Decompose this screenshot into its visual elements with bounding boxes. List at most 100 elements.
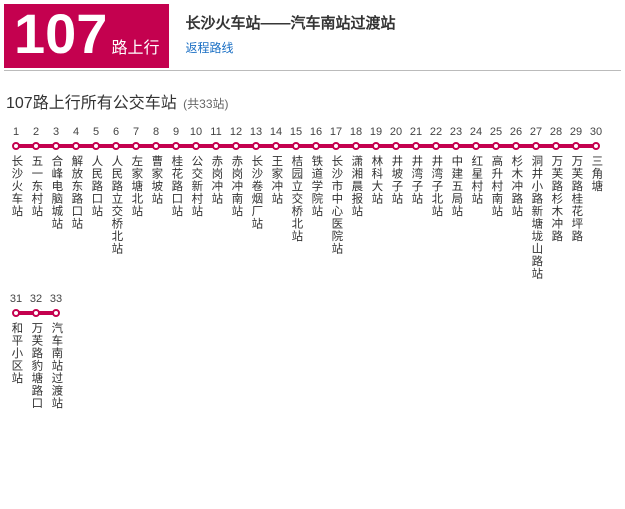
stop-name[interactable]: 汽车南站过渡站 (50, 322, 63, 410)
stop-number: 26 (510, 125, 522, 139)
stop-number: 10 (190, 125, 202, 139)
stops-row: 31 和平小区站 32 万芙路豹塘路口 33 汽车南站过渡站 (6, 292, 619, 410)
stop-name[interactable]: 和平小区站 (10, 322, 23, 385)
stop-col: 21井湾子站 (406, 125, 426, 205)
stops-row: 1长沙火车站2五一东村站3合峰电脑城站4解放东路口站5人民路口站6人民路立交桥北… (6, 125, 619, 280)
stop-name[interactable]: 杉木冲路站 (510, 155, 523, 218)
header: 107 路上行 长沙火车站——汽车南站过渡站 返程路线 (4, 4, 621, 71)
stop-number: 18 (350, 125, 362, 139)
track-segment (286, 141, 306, 151)
stop-col: 20 井坡子站 (386, 125, 406, 205)
stop-node (172, 142, 180, 150)
stop-name[interactable]: 赤岗冲站 (210, 155, 223, 205)
stop-name[interactable]: 桔园立交桥北站 (290, 155, 303, 243)
stop-col: 22 井湾子北站 (426, 125, 446, 218)
stop-name[interactable]: 林科大站 (370, 155, 383, 205)
stop-name[interactable]: 解放东路口站 (70, 155, 83, 230)
stop-col: 4 解放东路口站 (66, 125, 86, 230)
track-segment (346, 141, 366, 151)
stop-node (412, 142, 420, 150)
stop-name[interactable]: 红星村站 (470, 155, 483, 205)
stop-node (272, 142, 280, 150)
stop-name[interactable]: 王家冲站 (270, 155, 283, 205)
track-segment (366, 141, 386, 151)
stop-name[interactable]: 潇湘晨报站 (350, 155, 363, 218)
route-badge: 107 路上行 (4, 4, 169, 68)
stop-col: 32 万芙路豹塘路口 (26, 292, 46, 410)
stop-name[interactable]: 人民路口站 (90, 155, 103, 218)
stop-col: 5人民路口站 (86, 125, 106, 218)
stop-name[interactable]: 长沙火车站 (10, 155, 23, 218)
stop-number: 23 (450, 125, 462, 139)
stop-name[interactable]: 桂花路口站 (170, 155, 183, 218)
stop-col: 29万芙路桂花坪路 (566, 125, 586, 243)
stop-node (12, 309, 20, 317)
stop-number: 27 (530, 125, 542, 139)
stop-number: 17 (330, 125, 342, 139)
stop-node (52, 309, 60, 317)
stop-node (372, 142, 380, 150)
return-route-link[interactable]: 返程路线 (185, 41, 233, 55)
stop-number: 22 (430, 125, 442, 139)
stop-number: 12 (230, 125, 242, 139)
stop-number: 33 (50, 292, 62, 306)
stop-name[interactable]: 长沙市中心医院站 (330, 155, 343, 255)
stop-number: 15 (290, 125, 302, 139)
stop-number: 20 (390, 125, 402, 139)
stop-number: 32 (30, 292, 42, 306)
stop-name[interactable]: 曹家坡站 (150, 155, 163, 205)
stop-name[interactable]: 井湾子北站 (430, 155, 443, 218)
stop-col: 6人民路立交桥北站 (106, 125, 126, 255)
stop-name[interactable]: 高升村南站 (490, 155, 503, 218)
stop-node (12, 142, 20, 150)
stop-node (432, 142, 440, 150)
stop-number: 11 (210, 125, 221, 139)
stop-col: 3合峰电脑城站 (46, 125, 66, 230)
stop-node (592, 142, 600, 150)
stop-col: 11 赤岗冲站 (206, 125, 226, 205)
stop-name[interactable]: 井坡子站 (390, 155, 403, 205)
stop-name[interactable]: 万芙路杉木冲路 (550, 155, 563, 243)
stop-node (332, 142, 340, 150)
stop-name[interactable]: 赤岗冲南站 (230, 155, 243, 218)
stop-name[interactable]: 人民路立交桥北站 (110, 155, 123, 255)
stop-col: 27 洞井小路新塘垅山路站 (526, 125, 546, 280)
track-segment (506, 141, 526, 151)
stop-node (352, 142, 360, 150)
stop-name[interactable]: 长沙卷烟厂站 (250, 155, 263, 230)
track-segment (526, 141, 546, 151)
stop-name[interactable]: 井湾子站 (410, 155, 423, 205)
stop-name[interactable]: 万芙路豹塘路口 (30, 322, 43, 410)
stop-name[interactable]: 万芙路桂花坪路 (570, 155, 583, 243)
stop-name[interactable]: 公交新村站 (190, 155, 203, 218)
stop-name[interactable]: 中建五局站 (450, 155, 463, 218)
stop-node (472, 142, 480, 150)
track-segment (266, 141, 286, 151)
track-segment (66, 141, 86, 151)
stop-name[interactable]: 左家塘北站 (130, 155, 143, 218)
stop-name[interactable]: 铁道学院站 (310, 155, 323, 218)
track-segment (586, 141, 606, 151)
stop-name[interactable]: 三角塘 (590, 155, 603, 193)
stop-col: 9桂花路口站 (166, 125, 186, 218)
stop-number: 31 (10, 292, 22, 306)
stop-node (252, 142, 260, 150)
track-segment (406, 141, 426, 151)
stop-col: 23 中建五局站 (446, 125, 466, 218)
stop-name[interactable]: 五一东村站 (30, 155, 43, 218)
stop-name[interactable]: 合峰电脑城站 (50, 155, 63, 230)
track-segment (46, 308, 66, 318)
stop-number: 25 (490, 125, 502, 139)
route-number: 107 (14, 6, 107, 62)
stop-col: 28万芙路杉木冲路 (546, 125, 566, 243)
section-title-text: 107路上行所有公交车站 (6, 95, 177, 112)
stop-number: 2 (33, 125, 39, 139)
stop-number: 13 (250, 125, 262, 139)
stop-node (132, 142, 140, 150)
track-segment (6, 308, 26, 318)
stop-name[interactable]: 洞井小路新塘垅山路站 (530, 155, 543, 280)
stop-number: 4 (73, 125, 79, 139)
stops-container: 1长沙火车站2五一东村站3合峰电脑城站4解放东路口站5人民路口站6人民路立交桥北… (4, 125, 621, 410)
stop-node (32, 309, 40, 317)
track-segment (566, 141, 586, 151)
